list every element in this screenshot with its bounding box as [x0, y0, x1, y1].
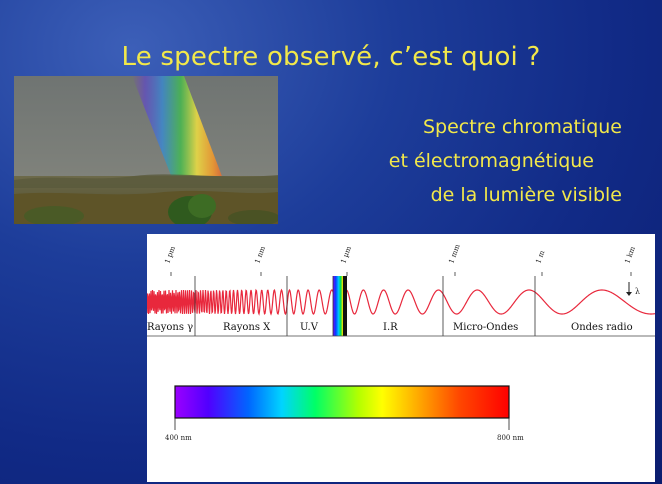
rainbow-photo [14, 76, 278, 224]
region-label-ir: I.R [383, 322, 398, 333]
subtitle-line-3: de la lumière visible [430, 184, 622, 206]
scale-label-1mm: 1 mm [447, 243, 461, 265]
visible-spectrum-bar [174, 385, 510, 419]
slide-title: Le spectre observé, c’est quoi ? [121, 42, 541, 72]
scale-label-1um: 1 µm [339, 245, 353, 265]
region-label-microwaves: Micro-Ondes [453, 322, 518, 333]
electromagnetic-spectrum-figure: 1 pm 1 nm 1 µm 1 mm 1 m 1 km λ [147, 234, 655, 482]
region-dividers [194, 276, 536, 336]
region-label-xray: Rayons X [223, 322, 271, 333]
region-label-radio: Ondes radio [571, 322, 633, 333]
visible-bar-end-label: 800 nm [497, 434, 524, 442]
wave-band [147, 288, 655, 316]
scale-label-1km: 1 km [623, 245, 637, 265]
region-label-uv: U.V [300, 322, 319, 333]
scale-ticks [170, 272, 632, 276]
scale-label-1m: 1 m [534, 249, 546, 265]
lambda-arrow-icon [626, 282, 632, 296]
region-label-gamma: Rayons γ [147, 322, 193, 333]
visible-bar-start-label: 400 nm [165, 434, 192, 442]
subtitle-line-1: Spectre chromatique [422, 116, 622, 138]
lambda-symbol: λ [635, 287, 640, 296]
scale-label-1pm: 1 pm [163, 245, 177, 265]
subtitle-line-2: et électromagnétique [388, 150, 594, 172]
scale-label-1nm: 1 nm [253, 245, 267, 265]
slide-subtitle: Spectre chromatique et électromagnétique… [322, 110, 622, 212]
